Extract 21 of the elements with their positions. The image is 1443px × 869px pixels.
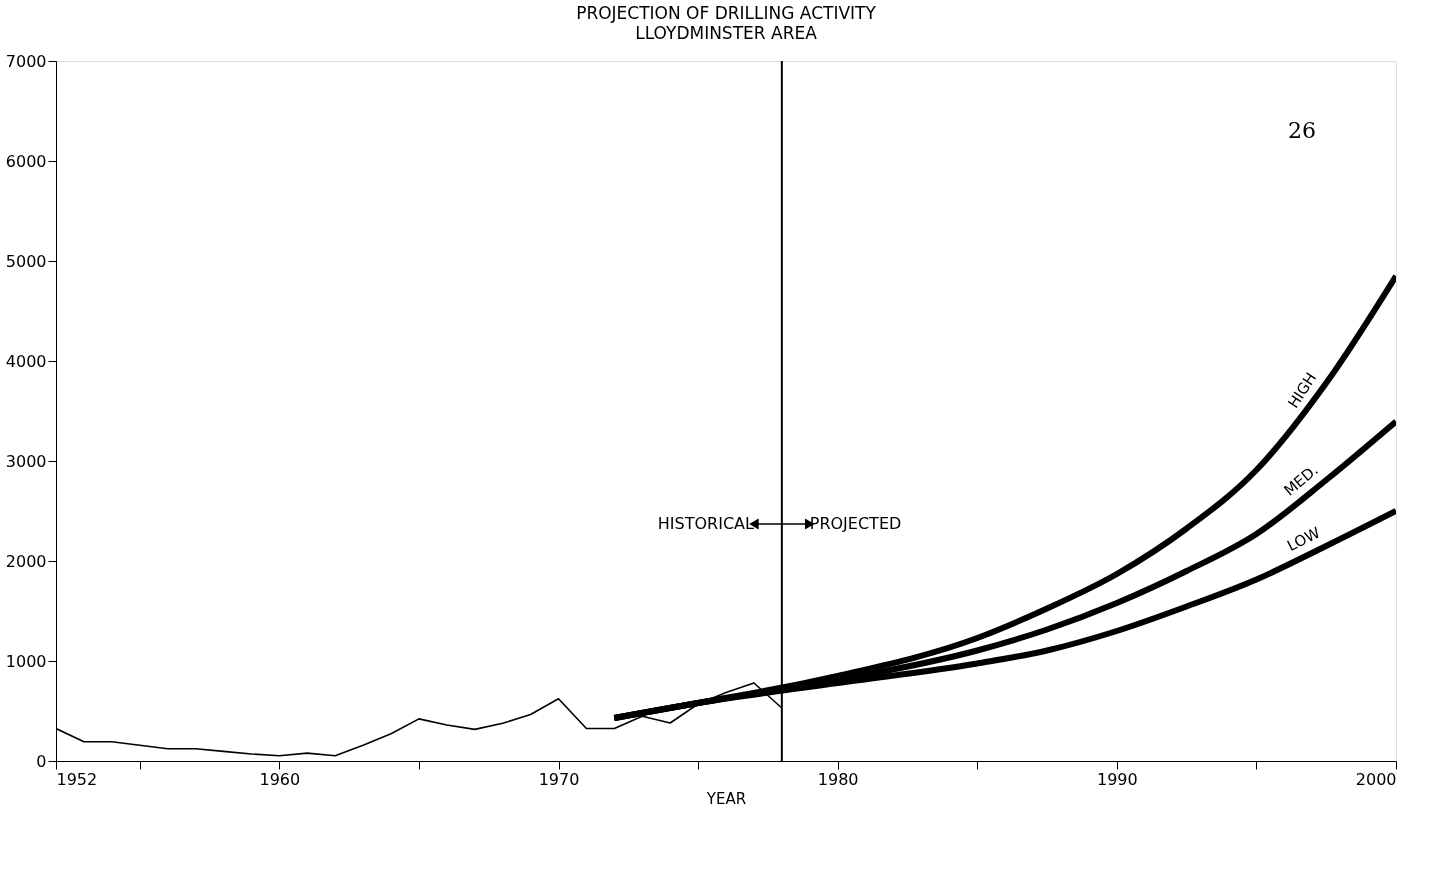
x-tick-label: 1960 [259, 769, 301, 789]
y-tick-label: 7000 [5, 51, 47, 71]
y-tick-label: 1000 [5, 651, 47, 671]
x-tick-label: 1970 [538, 769, 580, 789]
chart-title: PROJECTION OF DRILLING ACTIVITY [576, 3, 877, 23]
x-tick-label: 1980 [817, 769, 859, 789]
y-tick-label: 0 [36, 751, 47, 771]
y-tick-label: 4000 [5, 351, 47, 371]
text: LOW [1284, 523, 1324, 556]
x-tick-label: 2000 [1355, 769, 1397, 789]
annotation: PROJECTED [809, 514, 902, 533]
y-tick-label: 3000 [5, 451, 47, 471]
y-tick-label: 5000 [5, 251, 47, 271]
y-tick-label: 2000 [5, 551, 47, 571]
x-tick-label: 1990 [1096, 769, 1138, 789]
chart-subtitle: LLOYDMINSTER AREA [635, 23, 818, 43]
annotation: 26 [1288, 118, 1316, 143]
x-axis-title: YEAR [705, 789, 747, 808]
x-tick-label: 1952 [56, 769, 98, 789]
annotation: HISTORICAL [657, 514, 754, 533]
y-tick-label: 6000 [5, 151, 47, 171]
